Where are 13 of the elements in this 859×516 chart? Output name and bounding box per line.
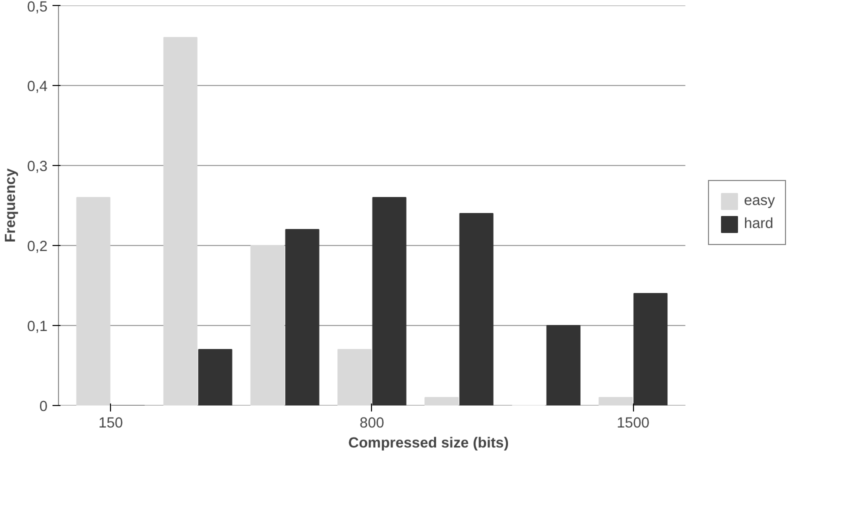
legend-label: easy (744, 193, 775, 209)
x-axis-title: Compressed size (bits) (348, 436, 509, 452)
x-tick-label: 150 (98, 416, 123, 432)
x-tick-label: 1500 (616, 416, 650, 432)
y-tick-label: 0,2 (27, 239, 48, 255)
y-tick-label: 0 (39, 399, 48, 415)
y-tick-label: 0,5 (27, 0, 48, 16)
x-tick-label: 800 (360, 416, 384, 432)
legend-label: hard (744, 216, 774, 232)
y-tick-label: 0,1 (27, 319, 48, 335)
y-axis-title: Frequency (3, 168, 20, 243)
y-tick-label: 0,3 (27, 159, 48, 175)
y-tick-label: 0,4 (27, 79, 48, 95)
